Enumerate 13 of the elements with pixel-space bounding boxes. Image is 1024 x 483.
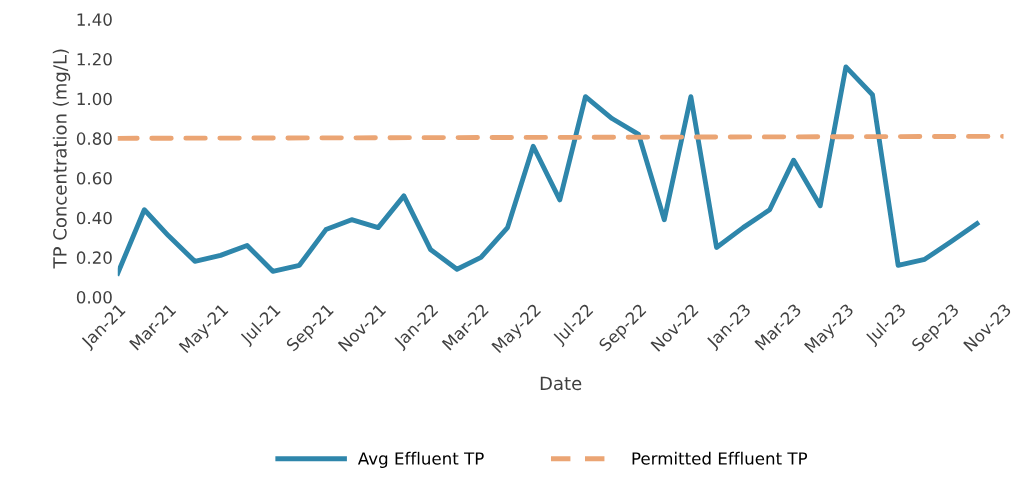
x-axis-title: Date [540, 376, 582, 391]
y-axis-title: TP Concentration (mg/L) [52, 49, 71, 269]
line-series [117, 64, 980, 276]
y-tick-label: 0.00 [76, 291, 112, 304]
legend-label: Avg Effluent TP [357, 451, 484, 468]
y-tick-label: 0.20 [76, 251, 112, 264]
y-tick-label: 0.60 [76, 171, 112, 185]
y-tick-label: 0.40 [76, 211, 112, 225]
y-tick-label: 0.80 [76, 132, 112, 145]
y-tick-label: 1.00 [77, 92, 112, 106]
y-tick-label: 1.20 [77, 52, 112, 66]
legend-label: Permitted Effluent TP [632, 451, 808, 465]
y-tick-label: 1.40 [77, 13, 112, 26]
